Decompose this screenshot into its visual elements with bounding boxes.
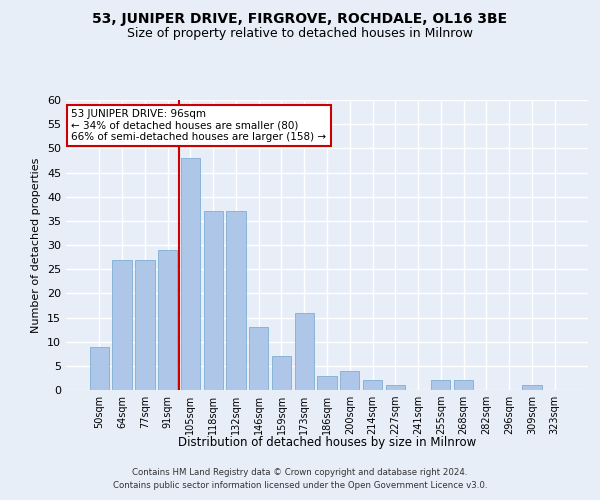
Bar (522, 385, 542, 390)
Bar (135, 260, 155, 390)
Bar (386, 385, 405, 390)
Bar (431, 380, 451, 390)
Bar (158, 250, 178, 390)
Bar (181, 158, 200, 390)
Bar (295, 312, 314, 390)
Text: 53, JUNIPER DRIVE, FIRGROVE, ROCHDALE, OL16 3BE: 53, JUNIPER DRIVE, FIRGROVE, ROCHDALE, O… (92, 12, 508, 26)
Text: 53 JUNIPER DRIVE: 96sqm
← 34% of detached houses are smaller (80)
66% of semi-de: 53 JUNIPER DRIVE: 96sqm ← 34% of detache… (71, 108, 326, 142)
Text: Contains public sector information licensed under the Open Government Licence v3: Contains public sector information licen… (113, 480, 487, 490)
Bar (90, 346, 109, 390)
Bar (203, 211, 223, 390)
Bar (454, 380, 473, 390)
Bar (363, 380, 382, 390)
Bar (317, 376, 337, 390)
Bar (249, 327, 268, 390)
Bar (112, 260, 132, 390)
Y-axis label: Number of detached properties: Number of detached properties (31, 158, 41, 332)
Text: Distribution of detached houses by size in Milnrow: Distribution of detached houses by size … (178, 436, 476, 449)
Bar (272, 356, 291, 390)
Bar (340, 370, 359, 390)
Text: Contains HM Land Registry data © Crown copyright and database right 2024.: Contains HM Land Registry data © Crown c… (132, 468, 468, 477)
Text: Size of property relative to detached houses in Milnrow: Size of property relative to detached ho… (127, 28, 473, 40)
Bar (226, 211, 245, 390)
